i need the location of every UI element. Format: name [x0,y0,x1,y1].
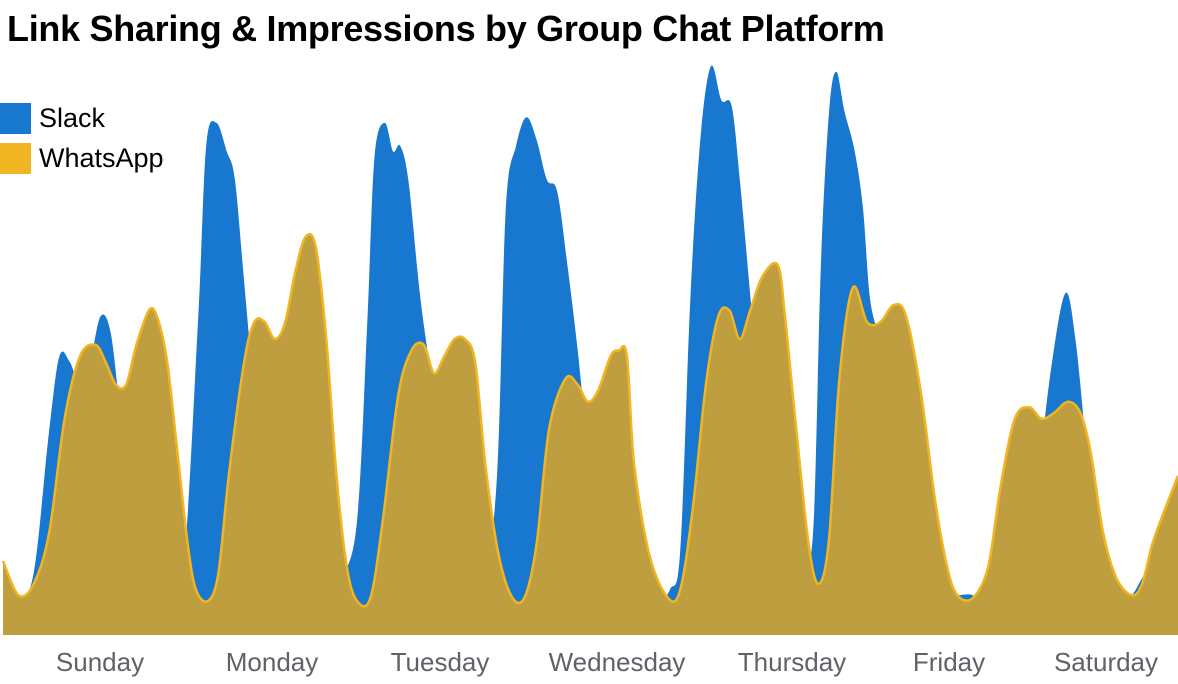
x-axis-ticks: Sunday Monday Tuesday Wednesday Thursday Frid… [56,647,1158,677]
line-whatsapp [1,232,1178,608]
legend-swatch-slack [0,102,31,134]
chart-title: Link Sharing & Impressions by Group Chat… [7,8,885,49]
legend-item-whatsapp[interactable]: WhatsApp [0,138,164,178]
legend-item-slack[interactable]: Slack [0,98,164,138]
x-tick-label-monday: Monday [226,647,319,677]
x-tick-label-friday: Friday [913,647,985,677]
x-tick-label-tuesday: Tuesday [391,647,490,677]
x-tick-label-sunday: Sunday [56,647,144,677]
legend: Slack WhatsApp [0,98,164,178]
legend-swatch-whatsapp [0,142,31,174]
x-tick-label-thursday: Thursday [738,647,846,677]
chart-areas [1,65,1178,636]
x-tick-label-saturday: Saturday [1054,647,1158,677]
legend-label-slack: Slack [39,102,106,133]
legend-label-whatsapp: WhatsApp [39,142,164,173]
x-tick-label-wednesday: Wednesday [549,647,686,677]
area-whatsapp [3,234,1178,635]
